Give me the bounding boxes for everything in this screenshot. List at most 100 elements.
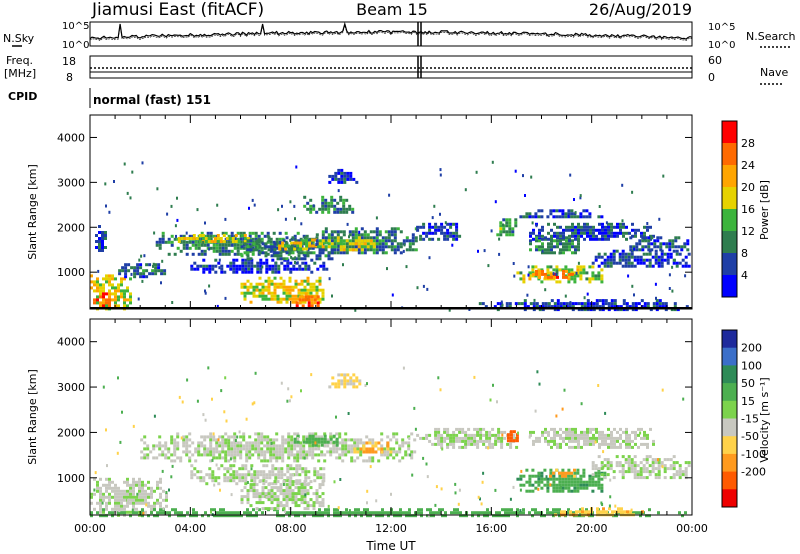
heatmap-cell — [218, 252, 222, 256]
heatmap-cell — [286, 464, 290, 468]
heatmap-cell — [246, 245, 250, 249]
heatmap-cell — [240, 282, 244, 286]
heatmap-cell — [398, 447, 402, 451]
heatmap-cell — [390, 227, 394, 231]
heatmap-cell — [610, 234, 613, 238]
heatmap-cell — [552, 477, 556, 481]
heatmap-cell — [378, 248, 382, 252]
heatmap-cell — [547, 305, 551, 309]
heatmap-cell — [321, 498, 325, 502]
heatmap-cell — [538, 439, 541, 443]
heatmap-cell — [556, 239, 559, 243]
heatmap-cell — [386, 456, 390, 460]
heatmap-speck — [422, 284, 425, 288]
heatmap-cell — [328, 174, 332, 178]
heatmap-cell — [257, 453, 261, 457]
heatmap-cell — [318, 486, 322, 490]
heatmap-cell — [221, 438, 225, 442]
heatmap-cell — [185, 450, 189, 454]
heatmap-cell — [336, 236, 340, 240]
heatmap-speck — [290, 395, 293, 399]
heatmap-cell — [657, 467, 661, 471]
heatmap-cell — [296, 440, 300, 444]
heatmap-speck — [391, 293, 394, 297]
heatmap-cell — [333, 210, 337, 214]
heatmap-cell — [245, 450, 249, 454]
heatmap-cell — [624, 252, 628, 256]
heatmap-cell — [324, 245, 328, 249]
heatmap-cell — [330, 251, 334, 255]
heatmap-cell — [565, 242, 568, 246]
heatmap-cell — [395, 441, 399, 445]
heatmap-cell — [598, 430, 601, 434]
heatmap-cell — [347, 438, 351, 442]
heatmap-cell — [444, 514, 447, 518]
heatmap-cell — [205, 264, 209, 268]
heatmap-cell — [318, 297, 322, 301]
heatmap-cell — [663, 258, 667, 262]
heatmap-cell — [327, 204, 331, 208]
heatmap-cell — [260, 246, 264, 250]
heatmap-cell — [420, 511, 423, 515]
heatmap-cell — [550, 239, 553, 243]
heatmap-cell — [633, 264, 637, 268]
heatmap-cell — [604, 302, 608, 306]
x-tick-label: 04:00 — [174, 522, 206, 535]
heatmap-speck — [574, 211, 577, 215]
heatmap-cell — [338, 453, 342, 457]
heatmap-cell — [348, 514, 351, 518]
heatmap-cell — [114, 501, 117, 505]
heatmap-cell — [544, 436, 547, 440]
heatmap-cell — [619, 308, 623, 312]
heatmap-cell — [393, 233, 397, 237]
heatmap-cell — [236, 231, 240, 235]
heatmap-cell — [321, 294, 325, 298]
heatmap-cell — [254, 441, 258, 445]
heatmap-cell — [170, 441, 174, 445]
heatmap-cell — [399, 242, 403, 246]
heatmap-cell — [129, 301, 132, 305]
heatmap-cell — [227, 447, 231, 451]
heatmap-cell — [298, 298, 302, 302]
heatmap-cell — [102, 295, 105, 299]
heatmap-cell — [519, 511, 522, 515]
heatmap-cell — [541, 225, 544, 229]
heatmap-cell — [384, 236, 388, 240]
heatmap-cell — [189, 237, 193, 240]
heatmap-cell — [267, 248, 271, 252]
heatmap-cell — [434, 231, 438, 235]
heatmap-cell — [255, 492, 259, 496]
heatmap-cell — [402, 239, 406, 243]
heatmap-cell — [179, 456, 183, 460]
heatmap-cell — [199, 479, 203, 483]
heatmap-cell — [583, 228, 586, 232]
heatmap-cell — [250, 267, 254, 271]
heatmap-cell — [538, 275, 541, 279]
heatmap-cell — [654, 476, 658, 480]
heatmap-cell — [646, 228, 649, 232]
heatmap-speck — [555, 273, 558, 276]
heatmap-speck — [502, 223, 504, 227]
heatmap-cell — [240, 254, 244, 258]
heatmap-cell — [102, 289, 105, 293]
x-tick-label: 00:00 — [74, 522, 106, 535]
heatmap-speck — [604, 411, 607, 415]
heatmap-cell — [621, 467, 625, 471]
heatmap-cell — [182, 240, 186, 244]
heatmap-cell — [345, 248, 349, 252]
heatmap-cell — [224, 456, 228, 460]
x-tick-label: 08:00 — [275, 522, 307, 535]
heatmap-cell — [321, 291, 325, 295]
heatmap-cell — [357, 248, 361, 252]
heatmap-cell — [223, 467, 227, 471]
heatmap-cell — [190, 264, 194, 268]
heatmap-cell — [555, 209, 559, 213]
heatmap-cell — [573, 474, 576, 478]
heatmap-cell — [126, 477, 129, 481]
heatmap-cell — [212, 234, 216, 238]
heatmap-cell — [223, 476, 227, 480]
heatmap-cell — [672, 476, 676, 480]
heatmap-cell — [386, 453, 390, 457]
heatmap-cell — [646, 436, 649, 440]
heatmap-cell — [564, 480, 568, 484]
